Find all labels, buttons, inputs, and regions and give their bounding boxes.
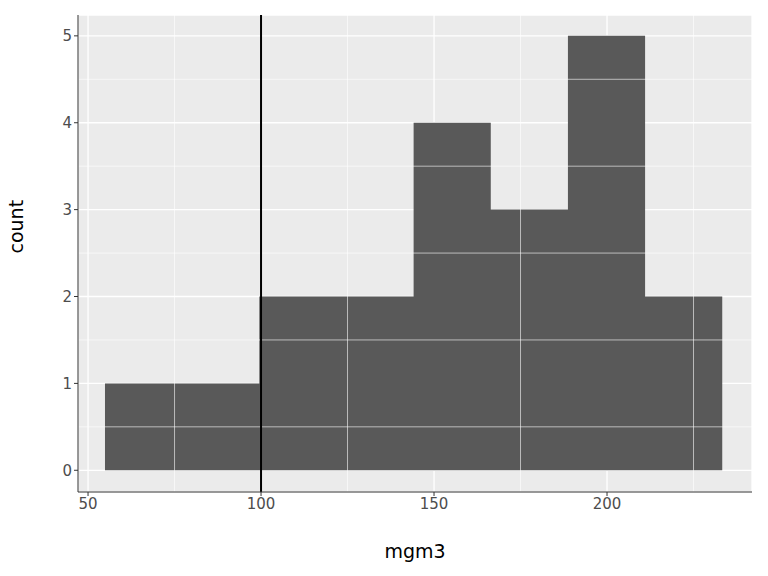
svg-text:1: 1: [62, 375, 72, 393]
svg-text:150: 150: [420, 495, 449, 513]
svg-text:50: 50: [78, 495, 97, 513]
svg-text:200: 200: [593, 495, 622, 513]
svg-text:count: count: [8, 200, 27, 254]
svg-text:0: 0: [62, 462, 72, 480]
svg-text:3: 3: [62, 201, 72, 219]
svg-text:4: 4: [62, 114, 72, 132]
svg-text:mgm3: mgm3: [384, 540, 445, 562]
svg-text:2: 2: [62, 288, 72, 306]
svg-text:5: 5: [62, 27, 72, 45]
svg-text:100: 100: [247, 495, 276, 513]
